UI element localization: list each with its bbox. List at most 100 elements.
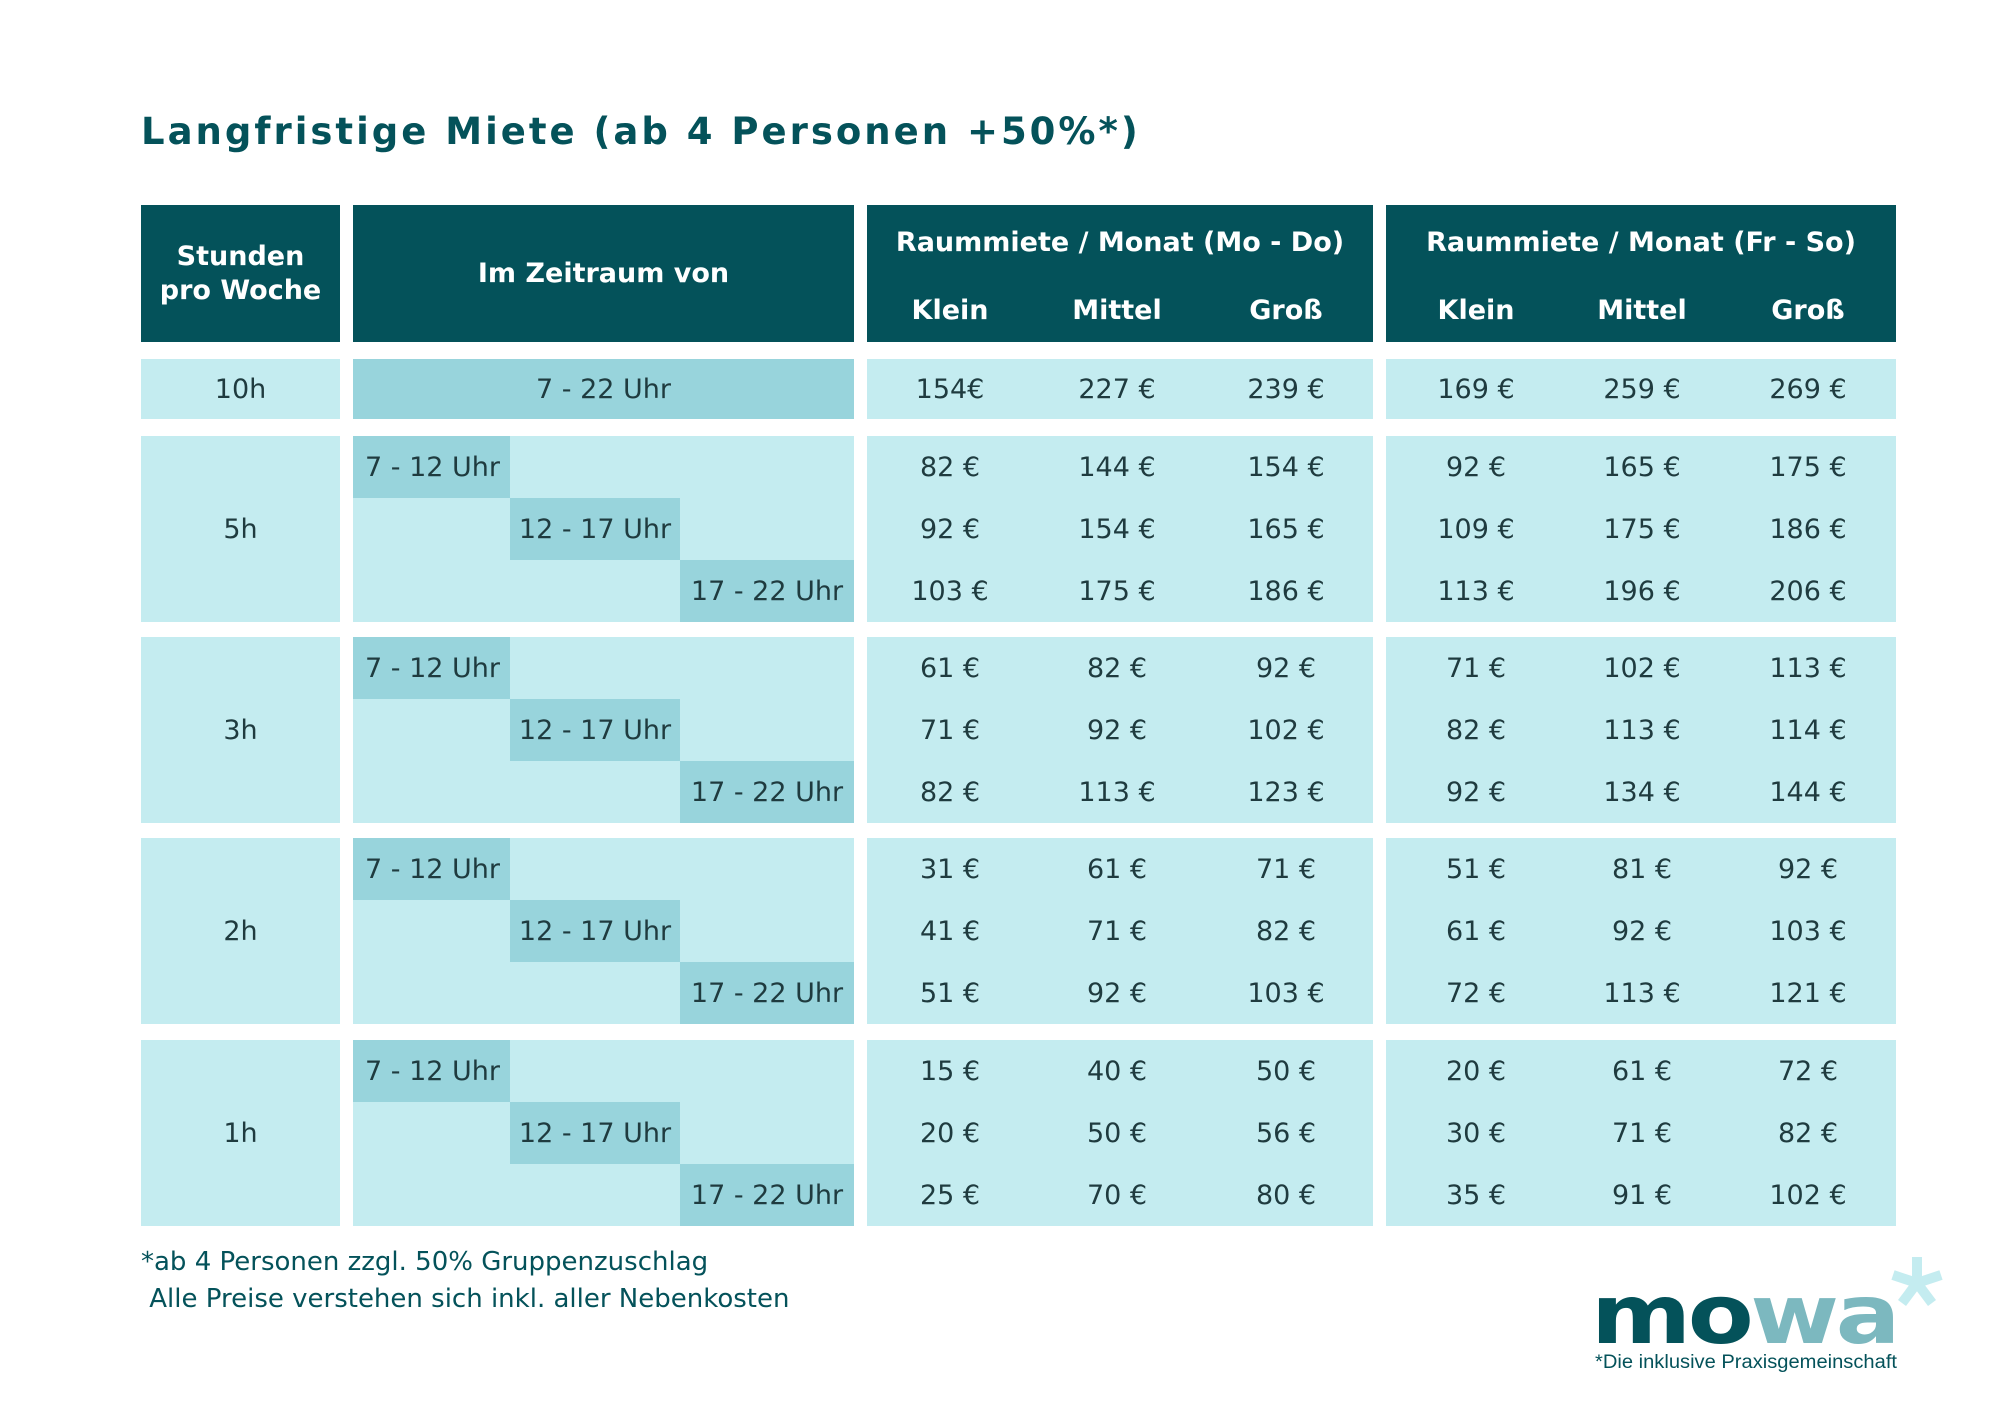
price-cell: 102 €: [1247, 714, 1325, 746]
price-cell: 31 €: [919, 853, 981, 885]
price-cell: 81 €: [1611, 853, 1673, 885]
hours-cell: 1h: [141, 1040, 340, 1226]
price-cell: 121 €: [1769, 977, 1847, 1009]
price-cell: 102 €: [1603, 652, 1681, 684]
header-hours: Stunden pro Woche: [141, 205, 340, 342]
price-cell: 154 €: [1247, 451, 1325, 483]
price-cell: 169 €: [1437, 373, 1515, 405]
time-cell: 7 - 12 Uhr: [353, 436, 510, 498]
header-size-modo: Klein: [911, 295, 989, 327]
price-cell: 61 €: [1086, 853, 1148, 885]
time-cell: 7 - 22 Uhr: [353, 359, 854, 419]
price-block-frso: [1386, 838, 1896, 1024]
header-size-frso: Klein: [1437, 295, 1515, 327]
price-cell: 40 €: [1086, 1055, 1148, 1087]
price-cell: 259 €: [1603, 373, 1681, 405]
svg-text:*Die inklusive Praxisgemeinsch: *Die inklusive Praxisgemeinschaft: [1595, 1352, 1898, 1373]
price-cell: 92 €: [1086, 714, 1148, 746]
time-cell: 7 - 12 Uhr: [353, 838, 510, 900]
price-cell: 154 €: [1078, 513, 1156, 545]
mowa-logo: mo wa *Die inklusive Praxisgemeinschaft: [1595, 1257, 1943, 1373]
price-cell: 25 €: [919, 1179, 981, 1211]
price-cell: 71 €: [919, 714, 981, 746]
price-cell: 51 €: [1445, 853, 1507, 885]
header-frso-label: Raummiete / Monat (Fr - So): [1426, 227, 1856, 259]
time-cell: 7 - 12 Uhr: [353, 1040, 510, 1102]
price-cell: 82 €: [1445, 714, 1507, 746]
price-cell: 82 €: [1255, 915, 1317, 947]
hours-cell: 10h: [141, 359, 340, 419]
price-cell: 92 €: [919, 513, 981, 545]
header-group-frso: [1386, 205, 1896, 342]
price-cell: 92 €: [1777, 853, 1839, 885]
price-block-frso: [1386, 436, 1896, 622]
price-cell: 70 €: [1086, 1179, 1148, 1211]
price-cell: 123 €: [1247, 776, 1325, 808]
header-size-frso: Mittel: [1597, 295, 1687, 327]
page-title: Langfristige Miete (ab 4 Personen +50%*): [141, 110, 1141, 153]
price-block-modo: [867, 1040, 1373, 1226]
price-cell: 175 €: [1078, 575, 1156, 607]
price-cell: 20 €: [1445, 1055, 1507, 1087]
time-cell: 17 - 22 Uhr: [680, 1164, 854, 1226]
price-cell: 15 €: [919, 1055, 981, 1087]
price-cell: 186 €: [1769, 513, 1847, 545]
hours-cell: 5h: [141, 436, 340, 622]
price-cell: 113 €: [1603, 714, 1681, 746]
hours-cell: 2h: [141, 838, 340, 1024]
footnote-prices: Alle Preise verstehen sich inkl. aller N…: [141, 1284, 790, 1314]
price-cell: 61 €: [1445, 915, 1507, 947]
price-block-modo: [867, 436, 1373, 622]
price-cell: 51 €: [919, 977, 981, 1009]
price-cell: 144 €: [1078, 451, 1156, 483]
price-block-modo: [867, 359, 1373, 419]
header-size-frso: Groß: [1771, 295, 1845, 327]
price-cell: 113 €: [1769, 652, 1847, 684]
price-block-frso: [1386, 359, 1896, 419]
price-cell: 91 €: [1611, 1179, 1673, 1211]
price-cell: 82 €: [1777, 1117, 1839, 1149]
header-period: Im Zeitraum von: [353, 205, 854, 342]
price-cell: 102 €: [1769, 1179, 1847, 1211]
time-cell: 7 - 12 Uhr: [353, 637, 510, 699]
price-block-modo: [867, 838, 1373, 1024]
price-cell: 103 €: [911, 575, 989, 607]
price-cell: 82 €: [1086, 652, 1148, 684]
price-cell: 71 €: [1445, 652, 1507, 684]
price-cell: 175 €: [1769, 451, 1847, 483]
price-cell: 144 €: [1769, 776, 1847, 808]
price-cell: 50 €: [1255, 1055, 1317, 1087]
price-cell: 35 €: [1445, 1179, 1507, 1211]
price-cell: 56 €: [1255, 1117, 1317, 1149]
price-cell: 92 €: [1086, 977, 1148, 1009]
price-cell: 61 €: [919, 652, 981, 684]
price-cell: 113 €: [1437, 575, 1515, 607]
price-block-frso: [1386, 637, 1896, 823]
price-cell: 61 €: [1611, 1055, 1673, 1087]
price-cell: 72 €: [1777, 1055, 1839, 1087]
header-size-modo: Groß: [1249, 295, 1323, 327]
price-cell: 175 €: [1603, 513, 1681, 545]
time-cell: 12 - 17 Uhr: [510, 498, 680, 560]
price-cell: 92 €: [1611, 915, 1673, 947]
price-cell: 239 €: [1247, 373, 1325, 405]
price-cell: 206 €: [1769, 575, 1847, 607]
price-cell: 71 €: [1611, 1117, 1673, 1149]
price-cell: 114 €: [1769, 714, 1847, 746]
price-cell: 103 €: [1247, 977, 1325, 1009]
price-cell: 50 €: [1086, 1117, 1148, 1149]
header-size-modo: Mittel: [1072, 295, 1162, 327]
hours-cell: 3h: [141, 637, 340, 823]
price-cell: 154€: [915, 373, 985, 405]
time-cell: 12 - 17 Uhr: [510, 900, 680, 962]
price-cell: 196 €: [1603, 575, 1681, 607]
price-cell: 92 €: [1255, 652, 1317, 684]
header-group-modo: [867, 205, 1373, 342]
price-cell: 82 €: [919, 451, 981, 483]
footnote-group-surcharge: *ab 4 Personen zzgl. 50% Gruppenzuschlag: [141, 1247, 709, 1277]
time-cell: 17 - 22 Uhr: [680, 962, 854, 1024]
price-cell: 30 €: [1445, 1117, 1507, 1149]
price-cell: 20 €: [919, 1117, 981, 1149]
price-cell: 113 €: [1603, 977, 1681, 1009]
